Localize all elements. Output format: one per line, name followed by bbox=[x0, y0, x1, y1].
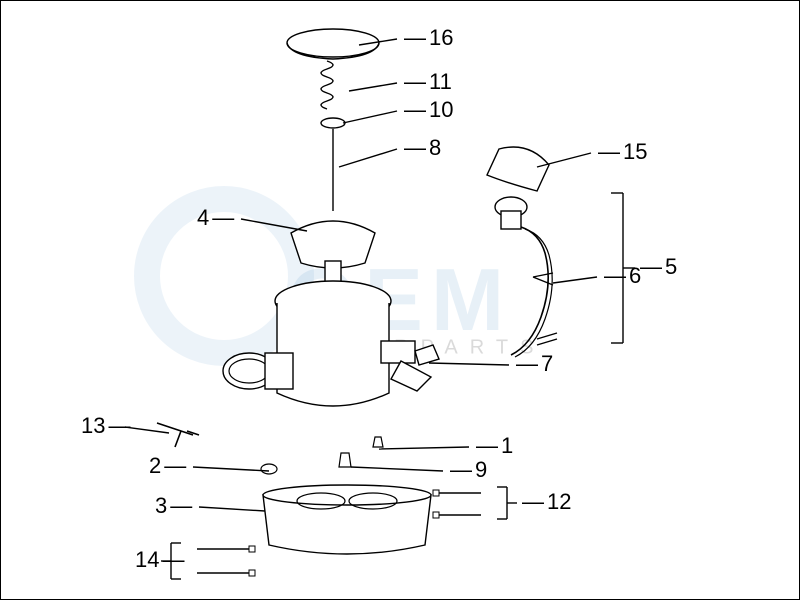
callout-label-4: 4— bbox=[197, 205, 237, 231]
callout-label-13: 13— bbox=[81, 413, 133, 439]
callout-label-9: —9 bbox=[447, 457, 487, 483]
callout-label-14: 14— bbox=[135, 547, 187, 573]
callout-label-8: —8 bbox=[401, 135, 441, 161]
callout-label-5: —5 bbox=[637, 254, 677, 280]
callout-label-1: —1 bbox=[473, 433, 513, 459]
callout-label-7: —7 bbox=[513, 351, 553, 377]
callout-label-3: 3— bbox=[155, 493, 195, 519]
callout-label-11: —11 bbox=[401, 69, 452, 95]
callout-label-10: —10 bbox=[401, 97, 453, 123]
callout-label-15: —15 bbox=[595, 139, 647, 165]
callout-label-12: —12 bbox=[519, 489, 571, 515]
callout-label-2: 2— bbox=[149, 453, 189, 479]
callout-label-16: —16 bbox=[401, 25, 453, 51]
callout-label-6: —6 bbox=[601, 263, 641, 289]
watermark-text: OEM bbox=[288, 249, 512, 351]
diagram-canvas: OEM MOTORPARTS bbox=[1, 1, 799, 599]
watermark-subtext: MOTORPARTS bbox=[287, 336, 546, 359]
